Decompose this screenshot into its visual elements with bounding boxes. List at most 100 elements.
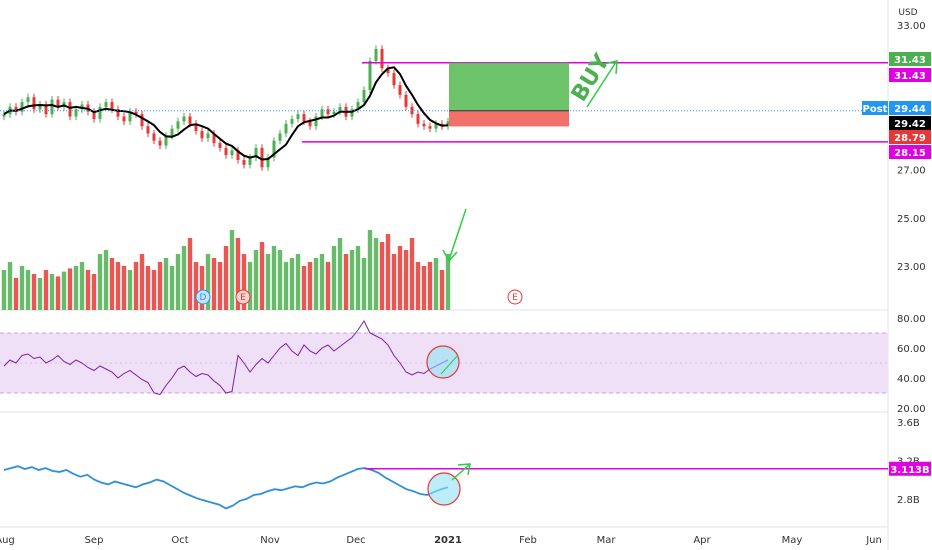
volume-bar xyxy=(211,258,217,310)
volume-bar xyxy=(373,238,379,310)
candle-body xyxy=(266,157,270,168)
candle-body xyxy=(428,126,432,129)
x-tick-label: May xyxy=(782,535,803,546)
volume-bar xyxy=(229,230,235,310)
volume-bar xyxy=(283,262,289,310)
volume-bar xyxy=(247,262,253,310)
stop-price-tag-text: 28.79 xyxy=(894,133,926,144)
volume-bar xyxy=(325,262,331,310)
volume-bar xyxy=(43,270,49,310)
candle-body xyxy=(308,121,312,127)
volume-bar xyxy=(235,238,241,310)
volume-bar xyxy=(391,254,397,310)
x-tick-label: Dec xyxy=(346,535,365,546)
volume-bar xyxy=(361,258,367,310)
last-price-tag-text: 29.42 xyxy=(894,119,926,130)
resistance-price-tag-bg xyxy=(889,68,931,82)
candle-body xyxy=(152,133,156,141)
x-tick-label: 2021 xyxy=(434,535,462,546)
buy-label: BUY xyxy=(567,49,616,106)
candle-body xyxy=(404,94,408,107)
candle-body xyxy=(296,114,300,119)
x-tick-label: Aug xyxy=(0,535,15,546)
post-label-text: Post xyxy=(863,104,888,115)
obv-arrow xyxy=(451,464,470,481)
rsi-tick-label: 20.00 xyxy=(897,404,926,415)
candle-body xyxy=(236,150,240,160)
x-tick-label: Nov xyxy=(260,535,280,546)
candle-body xyxy=(146,126,150,134)
candle-body xyxy=(386,68,390,74)
candle-body xyxy=(104,102,108,107)
obv-level-tag-text: 3.113B xyxy=(890,465,929,476)
volume-bar xyxy=(109,258,115,310)
volume-bar xyxy=(73,266,79,310)
candle-body xyxy=(194,123,198,132)
event-marker-label: E xyxy=(240,293,246,303)
support-price-tag-bg xyxy=(889,145,931,159)
rsi-highlight-circle xyxy=(426,345,460,379)
volume-bar xyxy=(1,270,7,310)
candle-body xyxy=(272,140,276,158)
currency-label: USD xyxy=(898,8,917,18)
candle-body xyxy=(350,109,354,117)
candle-body xyxy=(284,123,288,134)
event-marker xyxy=(507,289,523,305)
volume-bar xyxy=(175,254,181,310)
candle-body xyxy=(356,102,360,110)
candle-body xyxy=(332,111,336,115)
candle-body xyxy=(158,140,162,146)
volume-bar xyxy=(415,262,421,310)
volume-bar xyxy=(343,254,349,310)
rsi-line xyxy=(3,320,449,396)
candle-body xyxy=(110,102,114,110)
obv-tick-label: 2.8B xyxy=(897,495,920,506)
candle-body xyxy=(182,116,186,122)
candle-body xyxy=(446,121,450,127)
volume-bar xyxy=(367,230,373,310)
candle-body xyxy=(212,133,216,144)
volume-arrow-head xyxy=(442,249,458,263)
event-marker-label: D xyxy=(200,293,207,303)
candle-body xyxy=(224,147,228,156)
candle-body xyxy=(278,133,282,141)
volume-panel xyxy=(1,230,451,310)
obv-line xyxy=(3,465,449,510)
volume-bar xyxy=(13,278,19,310)
volume-bar xyxy=(157,262,163,310)
candle-body xyxy=(416,114,420,124)
candle-body xyxy=(188,116,192,124)
candle-body xyxy=(68,102,72,117)
volume-bar xyxy=(385,234,391,310)
rsi-tick-label: 40.00 xyxy=(897,374,926,385)
volume-bar xyxy=(19,266,25,310)
candle-body xyxy=(56,99,60,107)
candle-body xyxy=(134,111,138,115)
volume-bar xyxy=(427,262,433,310)
candle-body xyxy=(248,157,252,165)
volume-bar xyxy=(85,270,91,310)
candle-body xyxy=(2,114,6,117)
candle-body xyxy=(170,128,174,136)
x-tick-label: Sep xyxy=(85,535,104,546)
volume-bar xyxy=(277,250,283,310)
volume-arrow xyxy=(448,208,467,261)
candle-body xyxy=(230,150,234,156)
x-tick-label: Oct xyxy=(171,535,188,546)
x-tick-label: Apr xyxy=(693,535,711,546)
volume-bar xyxy=(205,254,211,310)
volume-bar xyxy=(7,262,13,310)
volume-bar xyxy=(169,266,175,310)
stop-zone xyxy=(449,110,569,127)
volume-bar xyxy=(403,250,409,310)
candle-body xyxy=(302,114,306,122)
volume-bar xyxy=(409,238,415,310)
target-price-tag-text: 31.43 xyxy=(894,55,926,66)
volume-bar xyxy=(289,258,295,310)
obv-highlight-circle xyxy=(427,472,461,506)
candle-body xyxy=(176,121,180,129)
volume-bar xyxy=(355,246,361,310)
volume-bar xyxy=(49,274,55,310)
candle-body xyxy=(32,97,36,110)
volume-bar xyxy=(307,262,313,310)
